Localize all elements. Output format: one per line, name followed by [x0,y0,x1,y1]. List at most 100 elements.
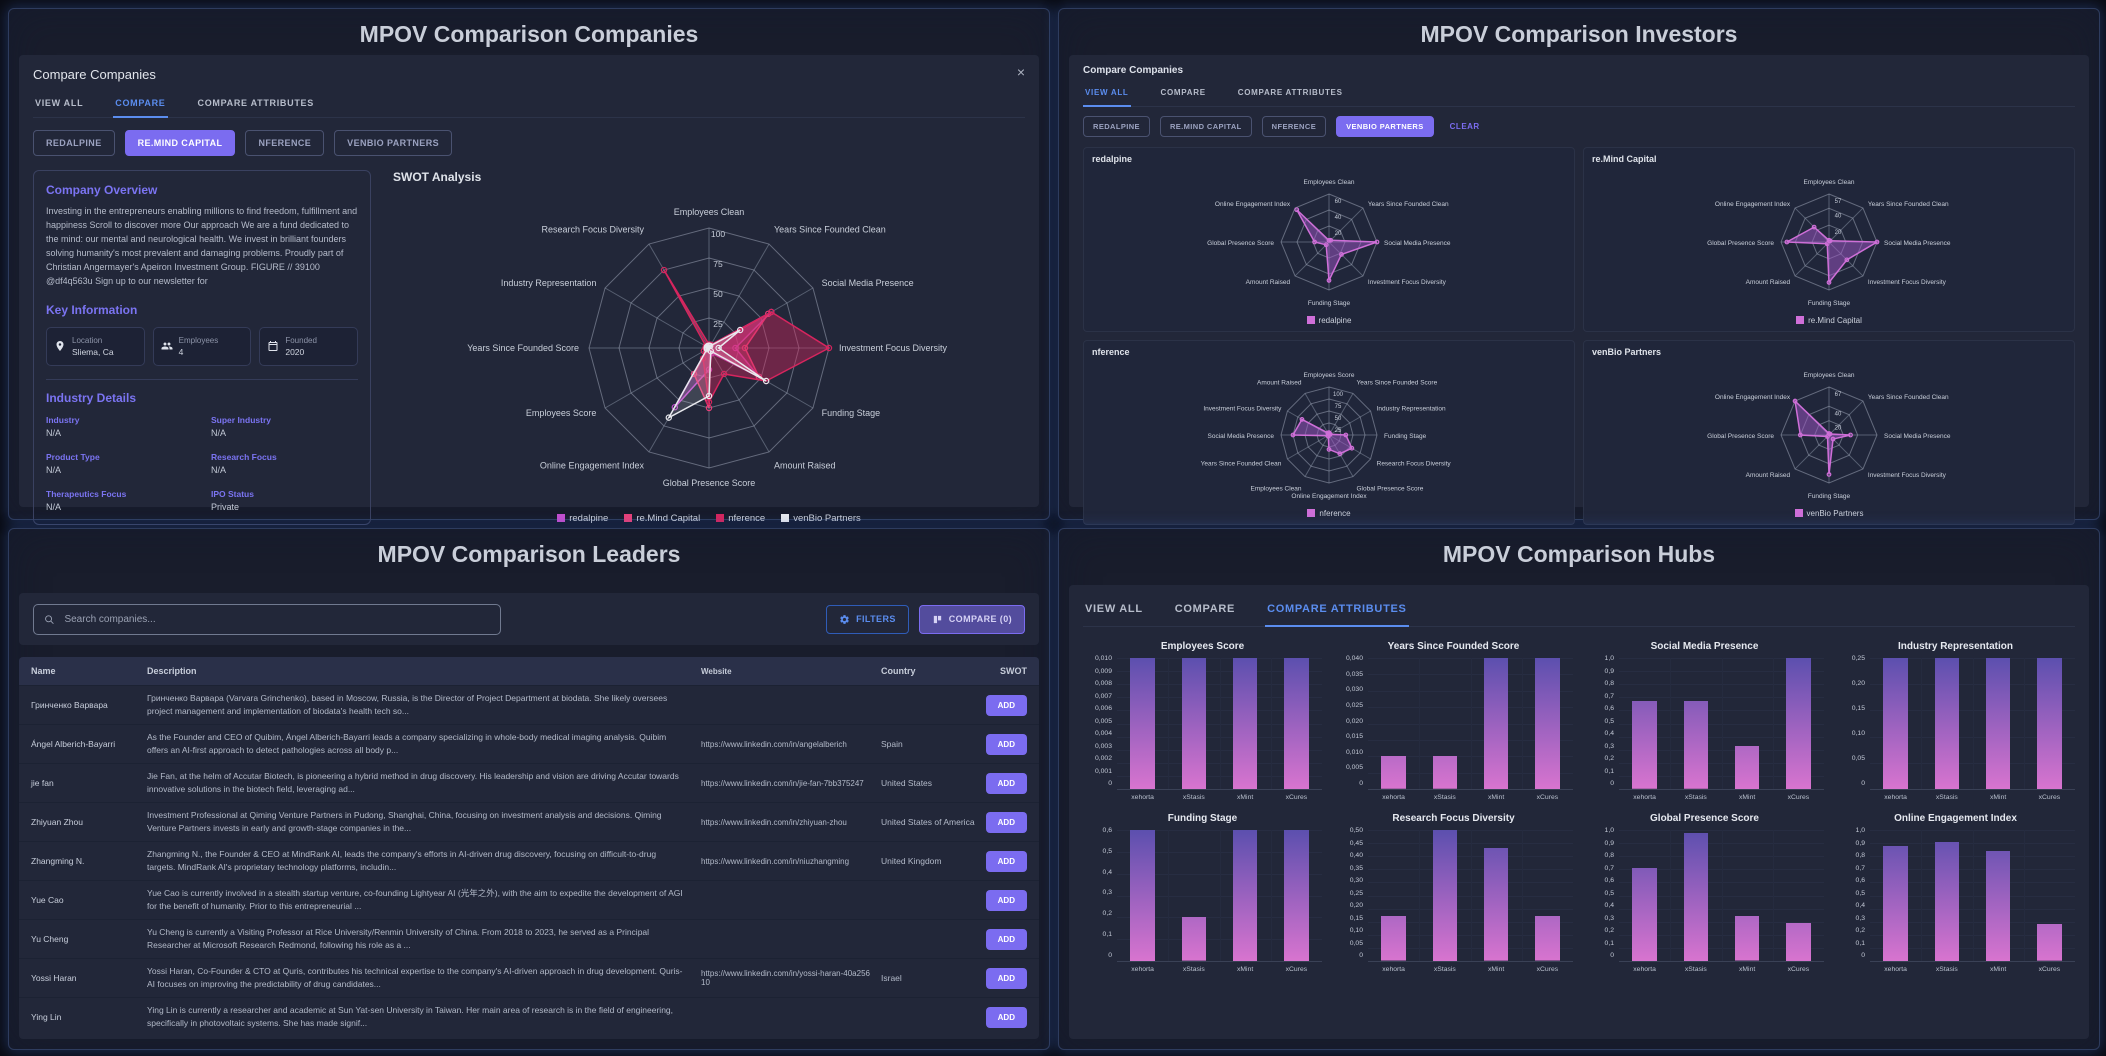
toolbar-buttons: FILTERS COMPARE (0) [826,604,1025,634]
add-button[interactable]: ADD [985,967,1027,989]
column-header-description: Description [147,666,197,676]
key-info-location: Location Sliema, Ca [46,326,145,366]
bar-xmint [1232,658,1258,789]
tab-compare[interactable]: COMPARE [1160,88,1206,97]
field-label: Product Type [46,451,100,462]
table-row: Zhangming N. Zhangming N., the Founder & … [19,841,1039,880]
legend-swatch [624,514,633,522]
company-chip-venbio-partners[interactable]: VENBIO PARTNERS [334,130,453,156]
company-chip-re-mind-capital[interactable]: RE.MIND CAPITAL [124,130,236,156]
tab-view-all[interactable]: VIEW ALL [1083,82,1131,107]
tab-compare-attributes[interactable]: COMPARE ATTRIBUTES [1265,595,1409,627]
cell-description: Zhangming N., the Founder & CEO at MindR… [147,849,657,872]
radar-chart-redalpine: 20 40 60 Employees Clean Years Since Founded… [1207,179,1451,307]
chart-title: Social Media Presence [1650,641,1759,652]
search-input[interactable] [62,612,490,626]
leaders-table: Name Description Website Country SWOT Гринчен… [19,657,1039,1039]
overview-heading: Company Overview [46,183,158,197]
tab-compare-attributes[interactable]: COMPARE ATTRIBUTES [1237,88,1343,97]
tab-view-all[interactable]: VIEW ALL [35,98,84,108]
tab-view-all[interactable]: VIEW ALL [1085,603,1143,615]
svg-text:Employees Score: Employees Score [526,408,597,418]
cell-description: As the Founder and CEO of Quibim, Ángel … [147,732,667,755]
company-chip-re-mind-capital[interactable]: RE.MIND CAPITAL [1159,116,1252,137]
clear-selection-link[interactable]: CLEAR [1449,122,1480,131]
field-value: N/A [211,427,227,438]
field-value: N/A [46,464,62,475]
add-button[interactable]: ADD [985,889,1027,911]
cell-description: Ying Lin is currently a researcher and a… [147,1005,674,1028]
chart-label: redalpine [1092,154,1133,164]
investor-chart-re-mind-capital: re.Mind Capital 20 40 57 Employees Clean Year… [1583,147,2075,332]
tab-compare-attributes[interactable]: COMPARE ATTRIBUTES [197,98,314,108]
add-button[interactable]: ADD [985,733,1027,755]
close-icon[interactable]: × [1016,64,1025,80]
chart-label: venBio Partners [1592,347,1662,357]
table-row: Ying Lin Ying Lin is currently a research… [19,997,1039,1036]
compare-icon [933,615,941,623]
industry-field-research-focus: Research Focus N/A [211,452,358,475]
industry-field-industry: Industry N/A [46,415,193,438]
cell-description: Jie Fan, at the helm of Accutar Biotech,… [147,771,679,794]
company-info-card: Company Overview Investing in the entrep… [33,170,371,525]
column-header-website: Website [701,666,732,676]
svg-text:Funding Stage: Funding Stage [822,408,881,418]
add-button[interactable]: ADD [985,811,1027,833]
bar-chart-research-focus-diversity: Research Focus Diversity 0,50 0,45 0,40 0,35… [1334,807,1573,975]
filters-button[interactable]: FILTERS [826,604,909,634]
table-row: Гринченко Варвара Гринченко Варвара (Varv… [19,685,1039,724]
add-button[interactable]: ADD [985,694,1027,716]
chart-label: nference [1092,347,1130,357]
field-value: Private [211,501,240,512]
search-box [33,603,501,635]
svg-text:Online Engagement Index: Online Engagement Index [1215,201,1291,208]
tab-compare[interactable]: COMPARE [113,92,168,118]
bar-chart-social-media-presence: Social Media Presence 1,0 0,9 0,8 0,7 0,6 0,5 0… [1585,635,1824,803]
bar-xmint [1985,658,2011,789]
legend-swatch [1307,509,1316,517]
company-chip-venbio-partners[interactable]: VENBIO PARTNERS [1336,116,1434,137]
bar-xmint [1232,830,1258,961]
cell-name: Yu Cheng [31,934,69,944]
add-button[interactable]: ADD [985,1006,1027,1028]
add-button[interactable]: ADD [985,772,1027,794]
svg-text:Global Presence Score: Global Presence Score [663,478,756,488]
bar-xcures [2037,924,2062,961]
bar-xcures [1284,830,1309,961]
compare-button[interactable]: COMPARE (0) [918,604,1025,634]
legend-item-nference: nference [1307,509,1351,518]
bar-xcures [2037,658,2062,789]
cell-name: Yue Cao [31,895,64,905]
company-chip-nference[interactable]: NFERENCE [245,130,325,156]
svg-text:Years Since Founded Score: Years Since Founded Score [467,343,579,353]
svg-text:Investment Focus Diversity: Investment Focus Diversity [1868,279,1947,286]
y-axis: 1,0 0,9 0,8 0,7 0,6 0,5 0,4 0,3 0,2 0,1 0 [1855,827,1865,959]
radar-chart-venbio-partners: 20 40 67 Employees Clean Years Since Founded… [1707,372,1951,500]
company-chip-nference[interactable]: NFERENCE [1261,116,1327,137]
x-axis-labels: xehorta xStasis xMint xCures [1884,966,2061,973]
company-chip-redalpine[interactable]: REDALPINE [33,130,115,156]
bar-xehorta [1883,658,1908,789]
chart-legend: venBio Partners [1592,509,2066,518]
add-button[interactable]: ADD [985,928,1027,950]
svg-text:Social Media Presence: Social Media Presence [1384,240,1451,247]
filters-label: FILTERS [856,614,896,624]
svg-text:Years Since Founded Score: Years Since Founded Score [1357,379,1438,386]
svg-text:Years Since Founded Clean: Years Since Founded Clean [1201,461,1282,468]
field-label: Therapeutics Focus [46,488,127,499]
svg-text:Employees Clean: Employees Clean [1251,486,1302,493]
x-axis-labels: xehorta xStasis xMint xCures [1131,966,1308,973]
svg-text:57: 57 [1835,199,1842,205]
swot-legend: redalpine re.Mind Capital nference venBio P… [393,513,1025,524]
tab-compare[interactable]: COMPARE [1174,603,1236,615]
company-chip-redalpine[interactable]: REDALPINE [1083,116,1150,137]
svg-text:60: 60 [1335,199,1342,205]
people-icon [161,342,173,350]
svg-text:Employees Score: Employees Score [1304,372,1355,379]
add-button[interactable]: ADD [985,850,1027,872]
field-label: Super Industry [211,414,271,425]
key-info-value: Sliema, Ca [72,346,114,357]
overview-text: Investing in the entrepreneurs enabling … [46,206,358,286]
bar-xstasis [1432,830,1458,961]
